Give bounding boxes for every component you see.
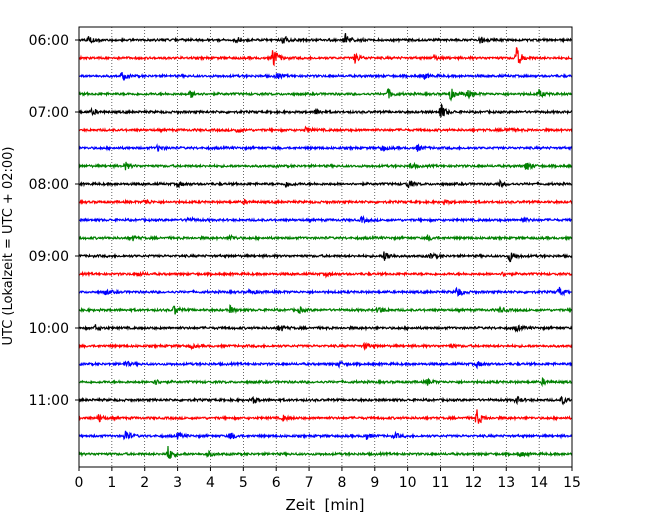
plot-frame — [78, 26, 573, 468]
y-tick-label: 10:00 — [29, 321, 69, 337]
x-tick-label: 8 — [337, 475, 346, 491]
seismic-trace — [78, 102, 572, 118]
seismic-trace — [78, 161, 573, 171]
seismic-trace — [78, 324, 573, 333]
seismic-trace — [78, 251, 573, 263]
seismic-trace — [78, 33, 573, 44]
seismic-trace — [78, 304, 573, 315]
x-tick-label: 15 — [563, 475, 581, 491]
seismic-trace — [78, 198, 573, 206]
seismic-trace — [78, 359, 573, 370]
y-tick-label: 06:00 — [29, 33, 69, 49]
seismic-trace — [78, 214, 573, 224]
seismic-trace — [78, 47, 573, 67]
grid-lines — [111, 27, 540, 467]
y-tick-label: 09:00 — [29, 249, 69, 265]
seismic-trace — [78, 430, 573, 441]
seismic-trace — [78, 178, 573, 189]
x-tick-label: 1 — [107, 475, 116, 491]
x-tick-label: 13 — [497, 475, 515, 491]
seismic-trace — [78, 233, 573, 242]
seismic-trace — [78, 409, 573, 424]
seismic-trace — [78, 72, 573, 82]
x-tick-label: 5 — [239, 475, 248, 491]
y-axis-label: UTC (Lokalzeit = UTC + 02:00) — [1, 147, 16, 346]
seismic-trace — [78, 125, 573, 134]
x-axis-label: Zeit [min] — [285, 496, 364, 514]
seismic-trace — [78, 286, 573, 297]
y-axis-ticks: 06:00 07:00 08:00 09:00 10:00 11:00 — [29, 33, 79, 409]
x-axis-ticks: 0 1 2 3 4 5 6 7 8 9 10 11 12 13 14 15 — [75, 467, 581, 491]
x-tick-label: 10 — [399, 475, 417, 491]
y-tick-label: 08:00 — [29, 177, 69, 193]
seismic-trace — [78, 143, 573, 153]
x-tick-label: 9 — [370, 475, 379, 491]
x-tick-label: 7 — [305, 475, 314, 491]
seismic-trace — [78, 446, 573, 460]
x-tick-label: 0 — [75, 475, 84, 491]
y-tick-label: 07:00 — [29, 105, 69, 121]
x-tick-label: 11 — [432, 475, 450, 491]
seismic-trace — [78, 88, 573, 102]
seismic-trace — [78, 341, 573, 352]
seismic-trace — [78, 395, 573, 406]
x-tick-label: 14 — [530, 475, 548, 491]
seismic-trace — [78, 270, 573, 279]
x-tick-label: 4 — [206, 475, 215, 491]
trace-layer — [78, 33, 573, 460]
x-tick-label: 3 — [173, 475, 182, 491]
x-tick-label: 12 — [464, 475, 482, 491]
seismic-trace — [78, 377, 573, 388]
x-tick-label: 6 — [272, 475, 281, 491]
y-tick-label: 11:00 — [29, 393, 69, 409]
x-tick-label: 2 — [140, 475, 149, 491]
